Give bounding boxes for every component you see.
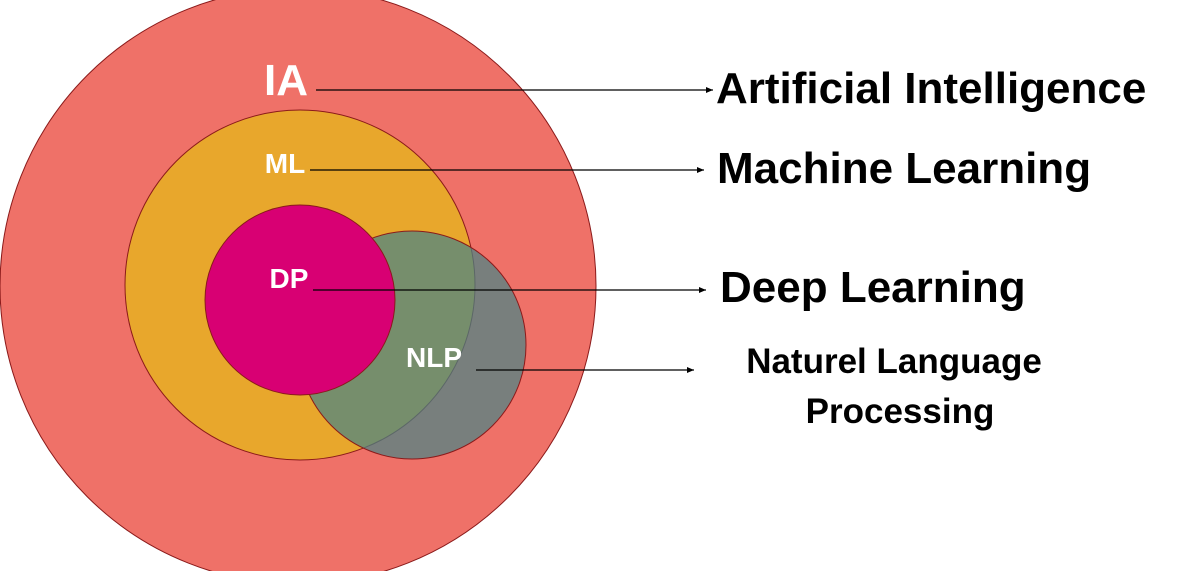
ml-label: ML: [265, 148, 305, 179]
dp-label: DP: [270, 263, 309, 294]
nlp-label: NLP: [406, 342, 462, 373]
nlp-description-line1: Naturel Language: [746, 342, 1042, 381]
nlp-description-line2: Processing: [806, 392, 995, 431]
ia-description: Artificial Intelligence: [716, 64, 1146, 113]
ml-description: Machine Learning: [717, 144, 1091, 193]
ia-label: IA: [264, 56, 308, 105]
dp-description: Deep Learning: [720, 263, 1026, 312]
dp-circle: [204, 204, 396, 396]
